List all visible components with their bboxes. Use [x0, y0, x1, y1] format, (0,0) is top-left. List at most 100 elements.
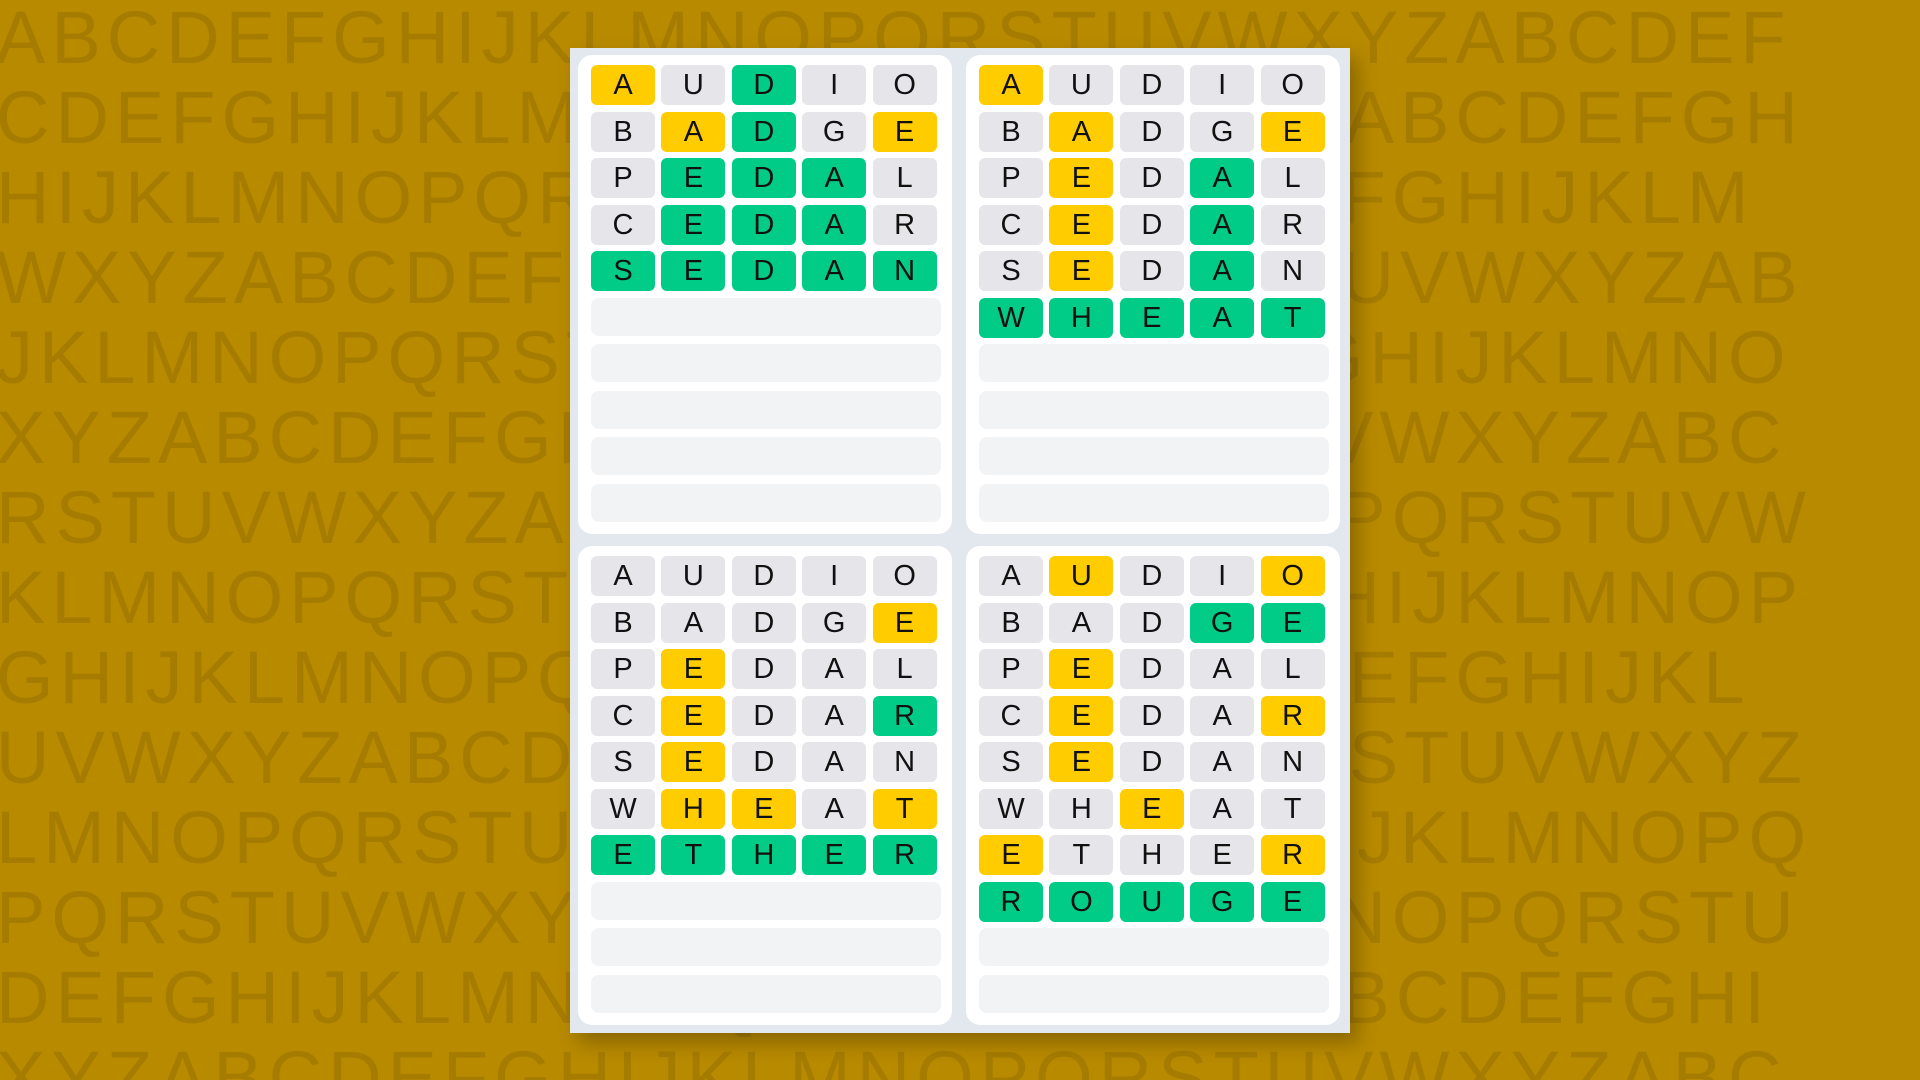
- letter-tile-absent: P: [591, 158, 655, 198]
- letter-tile-correct: S: [591, 251, 655, 291]
- letter-tile-absent: C: [591, 204, 655, 245]
- letter-tile-present: E: [1049, 695, 1114, 736]
- letter-tile-absent: S: [979, 251, 1043, 291]
- letter-tile-correct: O: [1049, 881, 1114, 922]
- letter-tile-absent: A: [979, 556, 1043, 596]
- letter-tile-absent: D: [1119, 742, 1184, 782]
- letter-tile-present: R: [1260, 835, 1325, 875]
- letter-tile-absent: G: [802, 111, 867, 152]
- letter-tile-present: E: [661, 695, 726, 736]
- letter-tile-correct: H: [1049, 297, 1114, 338]
- letter-tile-present: U: [1049, 556, 1114, 596]
- letter-tile-present: E: [661, 742, 726, 782]
- letter-tile-absent: L: [872, 649, 937, 689]
- letter-tile-absent: U: [661, 556, 726, 596]
- letter-tile-correct: E: [1260, 602, 1325, 643]
- letter-tile-absent: L: [1260, 158, 1325, 198]
- letter-tile-absent: W: [979, 788, 1043, 829]
- letter-tile-present: A: [979, 65, 1043, 105]
- letter-tile-correct: D: [731, 204, 796, 245]
- letter-tile-correct: A: [1190, 158, 1255, 198]
- letter-tile-absent: A: [591, 556, 655, 596]
- letter-tile-correct: D: [731, 251, 796, 291]
- letter-tile-correct: E: [1260, 881, 1325, 922]
- letter-tile-absent: H: [1049, 788, 1114, 829]
- letter-tile-correct: U: [1119, 881, 1184, 922]
- letter-tile-absent: D: [1119, 602, 1184, 643]
- letter-tile-present: A: [591, 65, 655, 105]
- letter-tile-present: E: [979, 835, 1043, 875]
- letter-tile-correct: E: [661, 251, 726, 291]
- letter-tile-absent: O: [872, 65, 937, 105]
- empty-row: [591, 881, 941, 920]
- letter-tile-absent: B: [979, 602, 1043, 643]
- empty-row: [591, 483, 941, 522]
- empty-row: [591, 928, 941, 966]
- letter-tile-correct: T: [661, 835, 726, 875]
- letter-tile-absent: A: [802, 788, 867, 829]
- letter-tile-present: E: [872, 602, 937, 643]
- background-letter-row: XYZABCDEFGHIJKLMNOPQRSTUVWXYZABC: [0, 1036, 1788, 1080]
- empty-row: [979, 437, 1329, 475]
- letter-tile-absent: I: [802, 65, 867, 105]
- letter-tile-absent: P: [979, 158, 1043, 198]
- letter-tile-absent: A: [1190, 742, 1255, 782]
- letter-tile-absent: C: [979, 204, 1043, 245]
- letter-tile-absent: T: [1049, 835, 1114, 875]
- letter-tile-correct: R: [872, 695, 937, 736]
- letter-tile-correct: A: [802, 251, 867, 291]
- letter-tile-absent: H: [1119, 835, 1184, 875]
- letter-tile-present: H: [661, 788, 726, 829]
- letter-tile-correct: A: [802, 158, 867, 198]
- letter-tile-absent: A: [802, 742, 867, 782]
- letter-tile-present: E: [1119, 788, 1184, 829]
- letter-tile-absent: R: [1260, 204, 1325, 245]
- letter-tile-absent: U: [661, 65, 726, 105]
- letter-tile-present: E: [661, 649, 726, 689]
- empty-row: [979, 390, 1329, 429]
- letter-tile-absent: D: [1119, 556, 1184, 596]
- letter-tile-absent: D: [731, 695, 796, 736]
- letter-tile-absent: O: [1260, 65, 1325, 105]
- letter-tile-present: E: [1049, 742, 1114, 782]
- letter-tile-absent: N: [1260, 742, 1325, 782]
- letter-tile-absent: B: [591, 111, 655, 152]
- letter-tile-absent: C: [591, 695, 655, 736]
- letter-tile-present: E: [1049, 251, 1114, 291]
- letter-tile-absent: S: [591, 742, 655, 782]
- letter-tile-present: E: [1049, 204, 1114, 245]
- letter-tile-correct: G: [1190, 602, 1255, 643]
- letter-tile-present: E: [1260, 111, 1325, 152]
- letter-tile-absent: D: [731, 742, 796, 782]
- letter-tile-absent: D: [1119, 65, 1184, 105]
- letter-tile-absent: A: [1049, 602, 1114, 643]
- letter-tile-absent: D: [1119, 204, 1184, 245]
- letter-tile-correct: N: [872, 251, 937, 291]
- letter-tile-correct: H: [731, 835, 796, 875]
- letter-tile-correct: D: [731, 65, 796, 105]
- letter-tile-correct: A: [1190, 204, 1255, 245]
- letter-tile-absent: B: [979, 111, 1043, 152]
- letter-tile-correct: E: [1119, 297, 1184, 338]
- letter-tile-present: A: [1049, 111, 1114, 152]
- letter-tile-present: R: [1260, 695, 1325, 736]
- letter-tile-correct: E: [802, 835, 867, 875]
- letter-tile-absent: U: [1049, 65, 1114, 105]
- empty-row: [591, 437, 941, 475]
- letter-tile-absent: R: [872, 204, 937, 245]
- letter-tile-correct: D: [731, 111, 796, 152]
- letter-tile-absent: D: [731, 602, 796, 643]
- letter-tile-absent: S: [979, 742, 1043, 782]
- letter-tile-absent: I: [1190, 556, 1255, 596]
- letter-tile-correct: E: [661, 158, 726, 198]
- letter-tile-absent: D: [1119, 111, 1184, 152]
- letter-tile-present: E: [731, 788, 796, 829]
- empty-row: [591, 390, 941, 429]
- letter-tile-correct: T: [1260, 297, 1325, 338]
- empty-row: [979, 928, 1329, 966]
- letter-tile-present: A: [661, 111, 726, 152]
- letter-tile-absent: D: [731, 649, 796, 689]
